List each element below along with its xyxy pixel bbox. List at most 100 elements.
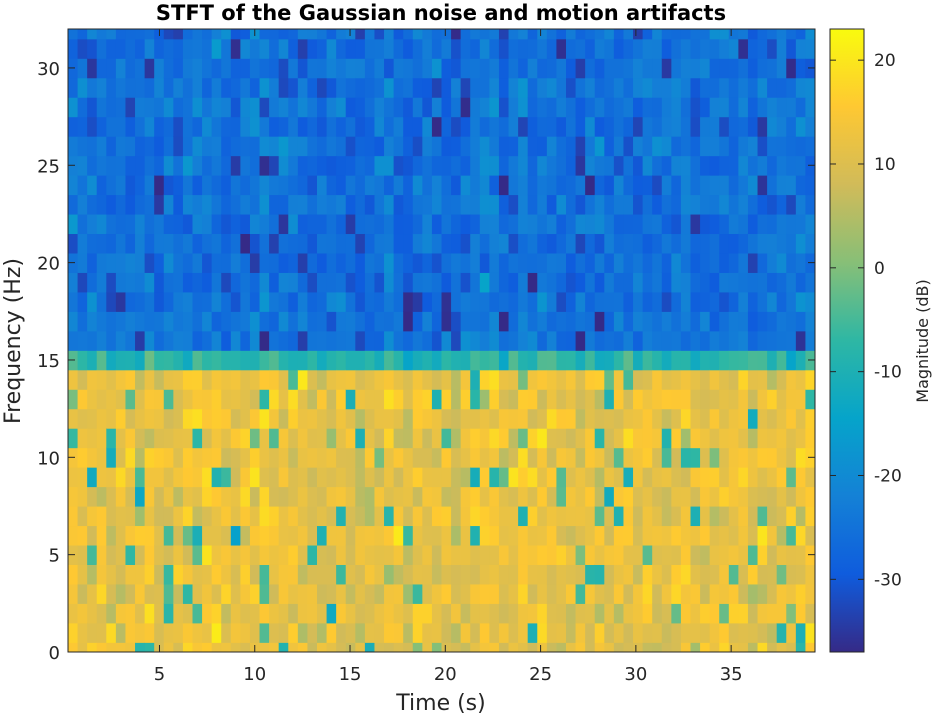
heatmap-cell: [671, 116, 682, 137]
heatmap-cell: [336, 136, 347, 157]
heatmap-cell: [690, 350, 701, 371]
heatmap-cell: [106, 291, 117, 312]
heatmap-cell: [805, 428, 815, 449]
heatmap-cell: [604, 330, 615, 351]
heatmap-cell: [498, 428, 510, 449]
heatmap-cell: [690, 544, 701, 565]
heatmap-cell: [259, 642, 270, 652]
heatmap-cell: [537, 467, 548, 488]
heatmap-cell: [585, 505, 596, 527]
heatmap-cell: [403, 175, 414, 196]
heatmap-cell: [393, 583, 404, 604]
heatmap-cell: [489, 175, 500, 196]
heatmap-cell: [135, 583, 146, 604]
heatmap-cell: [613, 544, 625, 565]
heatmap-cell: [77, 136, 88, 157]
heatmap-cell: [661, 213, 672, 235]
heatmap-cell: [393, 311, 404, 332]
heatmap-cell: [230, 116, 241, 137]
heatmap-cell: [460, 97, 471, 118]
heatmap-cell: [412, 213, 423, 235]
heatmap-cell: [278, 155, 289, 176]
heatmap-cell: [527, 213, 538, 235]
heatmap-cell: [537, 58, 548, 79]
heatmap-cell: [470, 252, 481, 273]
heatmap-cell: [96, 194, 107, 215]
heatmap-cell: [795, 525, 807, 546]
heatmap-cell: [700, 175, 711, 196]
heatmap-cell: [288, 486, 299, 507]
heatmap-cell: [77, 467, 88, 488]
heatmap-cell: [374, 330, 385, 351]
heatmap-cell: [661, 369, 672, 390]
heatmap-cell: [527, 155, 538, 176]
heatmap-cell: [221, 213, 232, 235]
heatmap-cell: [594, 175, 605, 196]
heatmap-cell: [738, 252, 749, 273]
heatmap-cell: [106, 97, 117, 118]
heatmap-cell: [747, 642, 759, 652]
heatmap-cell: [182, 291, 194, 312]
heatmap-cell: [202, 622, 213, 643]
heatmap-cell: [805, 175, 815, 196]
heatmap-cell: [795, 116, 807, 137]
heatmap-cell: [431, 136, 443, 157]
heatmap-cell: [144, 564, 155, 585]
heatmap-cell: [709, 525, 720, 546]
heatmap-cell: [757, 311, 768, 332]
heatmap-cell: [106, 350, 117, 371]
heatmap-cell: [795, 447, 807, 468]
heatmap-cell: [278, 233, 289, 254]
heatmap-cell: [719, 564, 730, 585]
heatmap-cell: [566, 330, 577, 351]
heatmap-cell: [115, 505, 127, 527]
heatmap-cell: [700, 642, 711, 652]
heatmap-cell: [700, 233, 711, 254]
heatmap-cell: [68, 213, 79, 235]
heatmap-cell: [566, 194, 577, 215]
heatmap-cell: [173, 583, 184, 604]
heatmap-cell: [317, 194, 328, 215]
heatmap-cell: [355, 291, 366, 312]
heatmap-cell: [326, 447, 337, 468]
heatmap-cell: [297, 175, 309, 196]
heatmap-cell: [412, 29, 423, 40]
heatmap-cell: [68, 311, 79, 332]
heatmap-cell: [374, 272, 385, 293]
heatmap-cell: [441, 525, 452, 546]
heatmap-cell: [575, 350, 586, 371]
heatmap-cell: [412, 136, 423, 157]
heatmap-cell: [144, 272, 155, 293]
heatmap-cell: [135, 486, 146, 507]
heatmap-cell: [460, 642, 471, 652]
heatmap-cell: [221, 564, 232, 585]
heatmap-cell: [403, 447, 414, 468]
heatmap-cell: [345, 252, 356, 273]
heatmap-cell: [498, 97, 510, 118]
heatmap-cell: [575, 544, 586, 565]
heatmap-cell: [135, 77, 146, 98]
heatmap-cell: [498, 272, 510, 293]
heatmap-cell: [566, 525, 577, 546]
heatmap-cell: [709, 603, 720, 624]
heatmap-cell: [479, 428, 490, 449]
heatmap-cell: [422, 486, 433, 507]
heatmap-cell: [642, 330, 653, 351]
heatmap-cell: [68, 194, 79, 215]
heatmap-cell: [422, 175, 433, 196]
heatmap-cell: [747, 583, 759, 604]
heatmap-cell: [77, 175, 88, 196]
heatmap-cell: [96, 350, 107, 371]
heatmap-cell: [489, 272, 500, 293]
heatmap-cell: [345, 194, 356, 215]
heatmap-cell: [249, 213, 261, 235]
heatmap-cell: [556, 486, 567, 507]
heatmap-cell: [336, 369, 347, 390]
heatmap-cell: [240, 77, 251, 98]
heatmap-cell: [288, 311, 299, 332]
heatmap-cell: [355, 389, 366, 410]
heatmap-cell: [374, 447, 385, 468]
heatmap-cell: [633, 330, 644, 351]
heatmap-cell: [556, 116, 567, 137]
heatmap-cell: [336, 505, 347, 527]
